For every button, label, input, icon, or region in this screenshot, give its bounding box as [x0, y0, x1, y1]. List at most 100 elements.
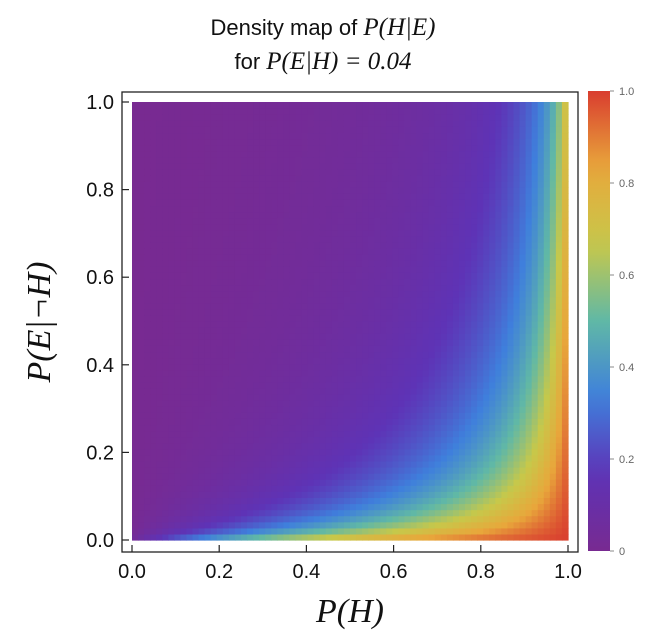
heatmap-cell	[325, 436, 333, 444]
heatmap-cell	[307, 454, 315, 462]
heatmap-cell	[380, 217, 387, 225]
heatmap-cell	[356, 375, 363, 383]
heatmap-cell	[222, 132, 230, 140]
heatmap-cell	[459, 278, 466, 286]
heatmap-cell	[410, 168, 418, 176]
heatmap-cell	[198, 290, 206, 298]
heatmap-cell	[343, 509, 351, 517]
heatmap-cell	[253, 102, 260, 109]
heatmap-cell	[150, 205, 157, 213]
heatmap-cell	[222, 442, 230, 450]
heatmap-cell	[283, 345, 291, 353]
heatmap-cell	[416, 217, 424, 225]
heatmap-cell	[210, 448, 218, 456]
heatmap-cell	[356, 108, 363, 115]
heatmap-cell	[440, 278, 448, 286]
heatmap-cell	[313, 132, 321, 140]
heatmap-cell	[495, 321, 502, 328]
heatmap-cell	[241, 467, 248, 474]
heatmap-cell	[356, 132, 363, 140]
heatmap-cell	[422, 424, 430, 432]
heatmap-cell	[416, 284, 424, 292]
heatmap-cell	[465, 156, 472, 164]
heatmap-cell	[416, 406, 424, 413]
heatmap-cell	[271, 521, 278, 529]
heatmap-cell	[350, 296, 357, 304]
heatmap-cell	[277, 260, 284, 267]
heatmap-cell	[519, 448, 527, 456]
heatmap-cell	[222, 418, 230, 426]
heatmap-cell	[428, 168, 436, 176]
heatmap-cell	[289, 503, 297, 511]
heatmap-cell	[216, 284, 224, 292]
chart-title-line-1: Density map of P(H|E)	[0, 14, 646, 42]
heatmap-cell	[410, 181, 418, 188]
heatmap-cell	[180, 290, 188, 298]
heatmap-cell	[495, 205, 502, 213]
heatmap-cell	[452, 102, 460, 109]
heatmap-cell	[428, 150, 436, 158]
heatmap-cell	[234, 503, 242, 511]
heatmap-cell	[162, 175, 169, 182]
heatmap-cell	[198, 327, 206, 334]
heatmap-cell	[253, 296, 260, 304]
heatmap-cell	[416, 175, 424, 182]
heatmap-cell	[313, 345, 321, 353]
heatmap-cell	[162, 168, 169, 176]
heatmap-cell	[404, 168, 412, 176]
heatmap-cell	[471, 497, 478, 505]
heatmap-cell	[368, 132, 375, 140]
heatmap-cell	[404, 241, 412, 249]
heatmap-cell	[543, 156, 551, 164]
heatmap-cell	[168, 156, 175, 164]
heatmap-cell	[247, 132, 254, 140]
heatmap-cell	[525, 436, 533, 444]
heatmap-cell	[410, 418, 418, 426]
heatmap-cell	[459, 302, 466, 310]
heatmap-cell	[307, 181, 315, 188]
heatmap-cell	[132, 290, 139, 298]
heatmap-cell	[150, 266, 157, 273]
heatmap-cell	[465, 467, 472, 474]
heatmap-cell	[204, 406, 212, 413]
heatmap-cell	[301, 181, 309, 188]
heatmap-cell	[138, 351, 145, 359]
heatmap-cell	[295, 436, 303, 444]
heatmap-cell	[380, 138, 387, 146]
heatmap-cell	[180, 479, 188, 486]
heatmap-cell	[313, 162, 321, 170]
heatmap-cell	[362, 272, 369, 280]
heatmap-cell	[459, 168, 466, 176]
heatmap-cell	[174, 168, 182, 176]
heatmap-cell	[380, 345, 387, 353]
heatmap-cell	[301, 205, 309, 213]
heatmap-cell	[507, 497, 515, 505]
heatmap-cell	[216, 369, 224, 377]
heatmap-cell	[531, 102, 539, 109]
heatmap-cell	[241, 521, 248, 529]
heatmap-cell	[495, 217, 502, 225]
heatmap-cell	[489, 533, 496, 541]
heatmap-cell	[483, 223, 490, 231]
heatmap-cell	[168, 448, 175, 456]
heatmap-cell	[162, 333, 169, 340]
heatmap-cell	[325, 430, 333, 438]
heatmap-cell	[422, 217, 430, 225]
heatmap-cell	[446, 229, 454, 237]
heatmap-cell	[204, 211, 212, 219]
heatmap-cell	[356, 533, 363, 541]
heatmap-cell	[162, 321, 169, 328]
heatmap-cell	[295, 150, 303, 158]
heatmap-cell	[519, 175, 527, 182]
heatmap-cell	[259, 509, 266, 517]
heatmap-cell	[525, 333, 533, 340]
heatmap-cell	[234, 424, 242, 432]
heatmap-cell	[422, 503, 430, 511]
heatmap-cell	[253, 333, 260, 340]
heatmap-cell	[428, 187, 436, 194]
heatmap-cell	[440, 369, 448, 377]
heatmap-cell	[525, 533, 533, 541]
heatmap-cell	[144, 162, 151, 170]
heatmap-cell	[477, 272, 484, 280]
heatmap-cell	[483, 375, 490, 383]
